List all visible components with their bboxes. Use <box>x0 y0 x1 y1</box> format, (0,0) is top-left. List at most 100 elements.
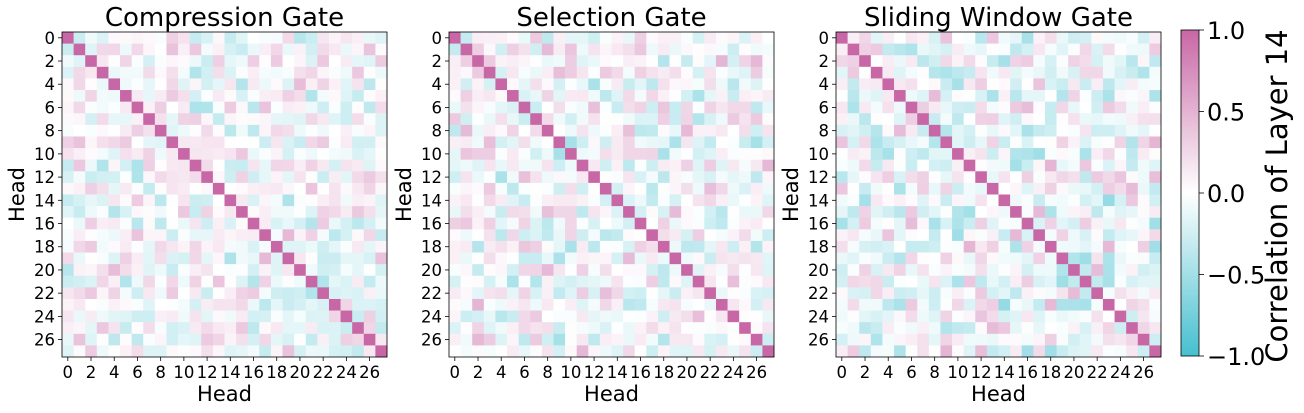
heatmap-cell <box>646 206 659 219</box>
heatmap-cell <box>73 217 86 230</box>
heatmap-cell <box>975 275 988 288</box>
heatmap-cell <box>1056 252 1069 265</box>
heatmap-cell <box>1102 264 1115 277</box>
heatmap-cell <box>282 333 295 346</box>
heatmap-cell <box>212 159 225 172</box>
heatmap-cell <box>905 229 918 242</box>
heatmap-cell <box>212 124 225 137</box>
heatmap-cell <box>1102 159 1115 172</box>
heatmap-cell <box>1091 32 1104 44</box>
heatmap-cell <box>1114 275 1127 288</box>
heatmap-cell <box>178 101 191 114</box>
heatmap-cell <box>363 55 376 68</box>
heatmap-cell <box>189 148 202 161</box>
heatmap-cell <box>553 310 566 323</box>
heatmap-cell <box>472 322 485 335</box>
heatmap-cell <box>599 206 612 219</box>
heatmap-cell <box>1068 275 1081 288</box>
heatmap-cell <box>870 252 883 265</box>
heatmap-cell <box>975 345 988 358</box>
heatmap-cell <box>882 275 895 288</box>
heatmap-cell <box>507 333 519 346</box>
heatmap-cell <box>975 113 988 126</box>
heatmap-cell <box>1126 55 1139 68</box>
heatmap-cell <box>657 90 670 102</box>
heatmap-cell <box>62 217 74 230</box>
heatmap-cell <box>669 194 682 207</box>
heatmap-cell <box>154 275 167 288</box>
heatmap-cell <box>588 66 601 79</box>
heatmap-cell <box>1114 310 1127 323</box>
heatmap-cell <box>657 322 670 335</box>
heatmap-cell <box>495 43 508 56</box>
heatmap-cell <box>704 66 717 79</box>
heatmap-cell <box>154 333 167 346</box>
heatmap-cell <box>975 333 988 346</box>
heatmap-cell <box>305 78 318 91</box>
heatmap-cell <box>154 298 167 311</box>
heatmap-cell <box>62 148 74 161</box>
heatmap-cell <box>1068 113 1081 126</box>
heatmap-cell <box>236 310 249 323</box>
heatmap-cell <box>305 101 318 114</box>
heatmap-cell <box>1079 333 1092 346</box>
heatmap-cell <box>998 182 1011 195</box>
heatmap-cell <box>472 159 485 172</box>
heatmap-cell <box>62 182 74 195</box>
heatmap-cell <box>541 136 554 149</box>
heatmap-cell <box>894 240 906 253</box>
heatmap-cell <box>928 217 941 230</box>
y-tick-label: 6 <box>819 98 830 117</box>
heatmap-cell <box>847 171 860 184</box>
heatmap-cell <box>495 124 508 137</box>
x-tick-label: 10 <box>947 363 968 382</box>
heatmap-cell <box>1114 322 1127 335</box>
heatmap-cell <box>352 32 365 44</box>
heatmap-cell <box>634 182 647 195</box>
heatmap-cell <box>847 206 860 219</box>
heatmap-cell <box>917 298 930 311</box>
heatmap-cell <box>154 32 167 44</box>
heatmap-cell <box>62 113 74 126</box>
heatmap-cell <box>518 78 531 91</box>
heatmap-cell <box>143 229 156 242</box>
heatmap-cell <box>576 287 589 300</box>
heatmap-cell <box>449 333 461 346</box>
heatmap-cell <box>375 43 388 56</box>
heatmap-cell <box>646 171 659 184</box>
heatmap-cell <box>836 66 848 79</box>
y-tick-label: 2 <box>45 52 56 71</box>
heatmap-cell <box>905 43 918 56</box>
heatmap-cell <box>201 66 214 79</box>
heatmap-cell <box>963 345 976 358</box>
heatmap-cell <box>1021 252 1034 265</box>
heatmap-cell <box>1091 159 1104 172</box>
heatmap-cell <box>131 43 144 56</box>
heatmap-cell <box>1091 101 1104 114</box>
heatmap-cell <box>553 275 566 288</box>
heatmap-cell <box>363 32 376 44</box>
heatmap-cell <box>259 171 272 184</box>
heatmap-cell <box>518 264 531 277</box>
heatmap-cell <box>178 333 191 346</box>
heatmap-cell <box>681 148 694 161</box>
heatmap-cell <box>836 124 848 137</box>
heatmap-cell <box>472 333 485 346</box>
heatmap-cell <box>166 298 179 311</box>
heatmap-cell <box>940 124 953 137</box>
heatmap-cell <box>328 43 341 56</box>
heatmap-cell <box>212 287 225 300</box>
heatmap-cell <box>154 287 167 300</box>
heatmap-cell <box>495 264 508 277</box>
heatmap-cell <box>576 55 589 68</box>
heatmap-cell <box>565 32 578 44</box>
heatmap-cell <box>1056 229 1069 242</box>
heatmap-cell <box>143 206 156 219</box>
heatmap-cell <box>1021 287 1034 300</box>
heatmap-cell <box>634 66 647 79</box>
heatmap-cell <box>363 264 376 277</box>
x-tick-label: 26 <box>746 363 767 382</box>
heatmap-cell <box>565 66 578 79</box>
heatmap-cell <box>623 287 636 300</box>
x-tick-label: 10 <box>560 363 581 382</box>
